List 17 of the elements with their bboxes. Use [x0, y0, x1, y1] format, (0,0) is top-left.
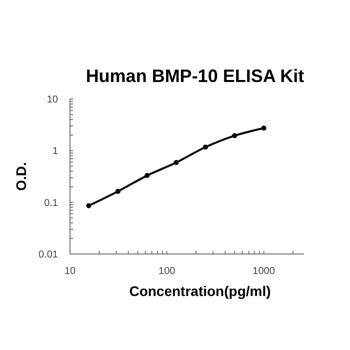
- y-tick-label: 1: [52, 146, 58, 158]
- x-axis-title: Concentration(pg/ml): [129, 283, 271, 299]
- y-tick-label: 10: [46, 94, 58, 106]
- point: [115, 188, 120, 194]
- point: [144, 173, 150, 178]
- point: [261, 126, 266, 131]
- point: [202, 144, 208, 150]
- y-axis-title: O.D.: [13, 162, 29, 191]
- y-tick-label: 0.1: [44, 198, 58, 209]
- point: [232, 133, 238, 138]
- point: [86, 203, 92, 208]
- x-tick-label: 1000: [252, 266, 276, 277]
- y-tick-label: 0.01: [38, 250, 58, 260]
- point: [174, 160, 179, 166]
- x-tick-label: 100: [158, 266, 176, 277]
- chart-title: Human BMP-10 ELISA Kit: [86, 66, 304, 86]
- x-tick-label: 10: [64, 266, 76, 277]
